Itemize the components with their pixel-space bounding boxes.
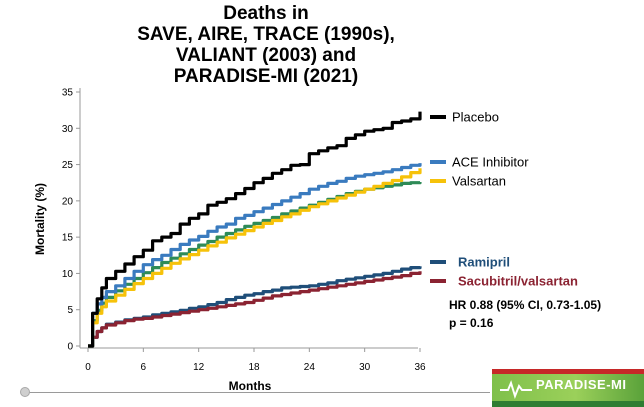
paradise-mi-logo: PARADISE-MI <box>492 369 644 407</box>
legend-label: Ramipril <box>458 255 510 270</box>
annotations: HR 0.88 (95% CI, 0.73-1.05) p = 0.16 <box>449 298 601 330</box>
y-tick-label: 20 <box>62 196 74 207</box>
axes: 0 5 10 15 20 25 30 35 0 6 12 18 24 30 36 Months Mortalit… <box>33 88 426 394</box>
slider-track[interactable] <box>28 392 490 393</box>
y-axis-label: Mortality (%) <box>33 183 47 255</box>
legend-label: Valsartan <box>452 174 506 189</box>
x-tick-label: 24 <box>304 362 316 373</box>
title-line: SAVE, AIRE, TRACE (1990s), <box>137 24 395 45</box>
title-line: Deaths in <box>223 3 309 24</box>
stat-annotation: HR 0.88 (95% CI, 0.73-1.05) <box>449 298 601 312</box>
y-tick-label: 15 <box>62 233 74 244</box>
series-line-placebo <box>88 111 422 348</box>
x-tick-label: 0 <box>85 362 91 373</box>
logo-bottom-bar <box>492 401 644 407</box>
x-tick-label: 18 <box>248 362 260 373</box>
title-line: PARADISE-MI (2021) <box>174 66 358 87</box>
x-axis-label: Months <box>229 379 272 393</box>
legend: Placebo ACE Inhibitor Valsartan Ramipril Sac… <box>430 110 578 289</box>
y-tick-label: 30 <box>62 124 74 135</box>
title-line: VALIANT (2003) and <box>176 45 356 66</box>
y-tick-label: 35 <box>62 88 74 99</box>
legend-label: ACE Inhibitor <box>452 155 529 170</box>
logo-top-bar <box>492 369 644 374</box>
y-tick-label: 25 <box>62 160 74 171</box>
series-line-ace-inhibitor <box>88 163 422 348</box>
legend-label: Placebo <box>452 110 499 125</box>
heart-pulse-icon <box>500 380 532 400</box>
logo-text: PARADISE-MI <box>536 377 627 392</box>
slider-handle[interactable] <box>20 387 30 397</box>
playback-slider[interactable] <box>20 386 490 398</box>
series-line-valsartan-green- <box>88 181 422 348</box>
y-tick-label: 10 <box>62 269 74 280</box>
x-tick-label: 36 <box>414 362 426 373</box>
legend-label: Sacubitril/valsartan <box>458 274 578 289</box>
x-tick-label: 6 <box>141 362 147 373</box>
x-tick-label: 12 <box>193 362 205 373</box>
x-tick-label: 30 <box>359 362 371 373</box>
series-line-sacubitril-valsartan <box>88 271 422 348</box>
stat-annotation: p = 0.16 <box>449 316 494 330</box>
series-lines <box>88 111 422 348</box>
y-tick-label: 5 <box>67 305 73 316</box>
y-tick-label: 0 <box>67 342 73 353</box>
series-line-valsartan <box>88 168 422 348</box>
